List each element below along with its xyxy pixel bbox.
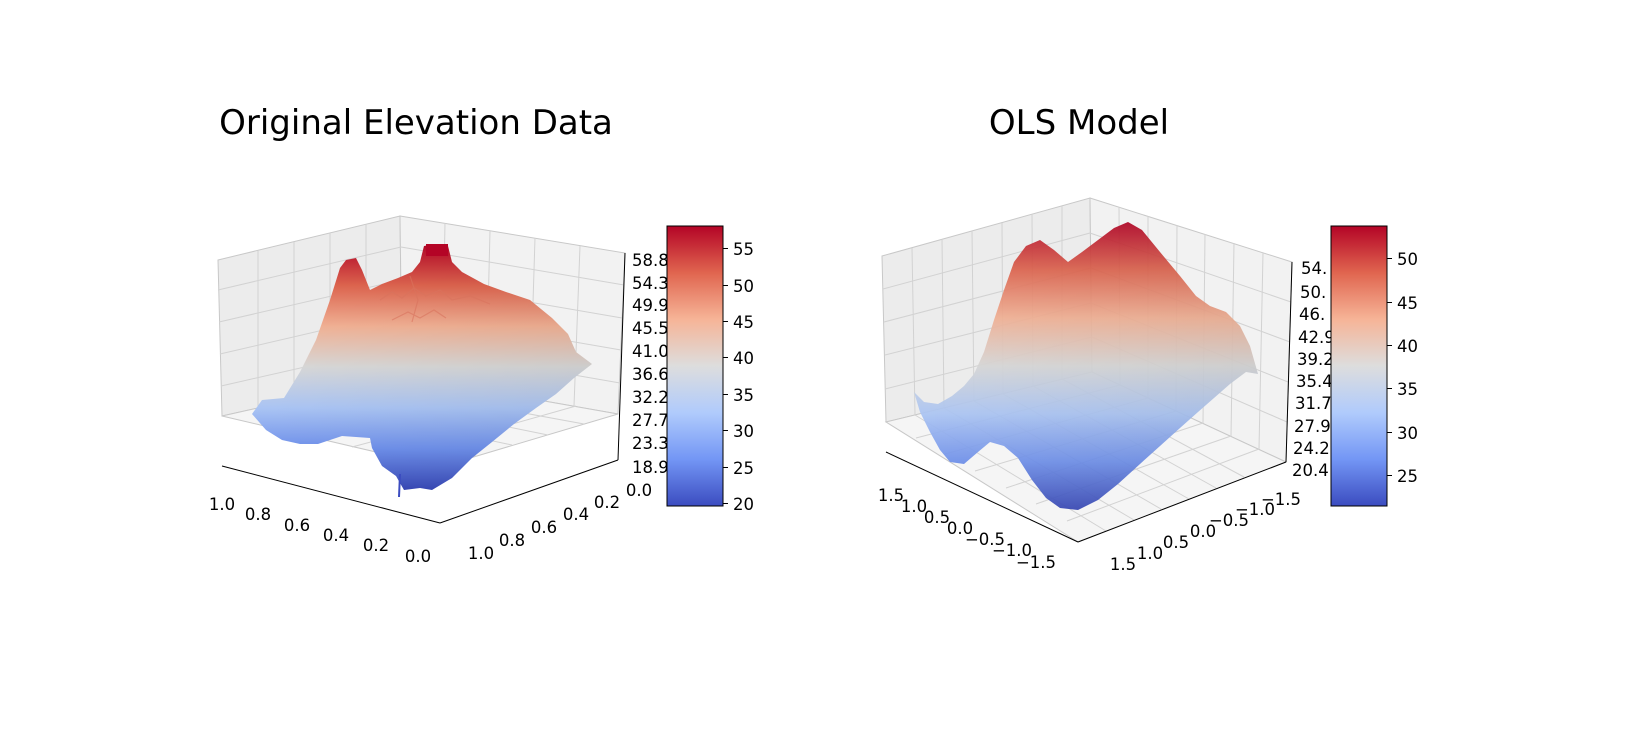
x-tick-label: 1.5 [878, 486, 904, 505]
colorbar-ticks [723, 248, 728, 504]
colorbar-tick-label: 35 [1397, 380, 1418, 399]
z-tick-label: 35.4 [1296, 372, 1333, 391]
elevation-surface-shading [252, 244, 592, 490]
z-tick-label: 58.8 [632, 251, 669, 270]
x-ticks: 1.5 1.0 0.5 0.0 −0.5 −1.0 −1.5 [878, 486, 1056, 572]
colorbar-tick-label: 20 [733, 495, 754, 514]
colorbar-tick-label: 40 [1397, 337, 1418, 356]
x-tick-label: 0.8 [245, 505, 271, 524]
x-tick-label: 0.5 [924, 508, 950, 527]
colorbar: 55 50 45 40 35 30 25 20 [666, 225, 754, 514]
y-tick-label: 0.6 [531, 518, 557, 537]
x-axis-line [221, 465, 441, 524]
y-ticks: 1.0 0.8 0.6 0.4 0.2 0.0 [468, 481, 652, 563]
y-tick-label: 1.0 [468, 544, 494, 563]
colorbar-gradient [666, 225, 724, 507]
colorbar-tick-label: 55 [733, 240, 754, 259]
colorbar-tick-label: 30 [733, 422, 754, 441]
y-tick-label: 1.0 [1137, 544, 1163, 563]
plot-original-elevation: Original Elevation Data [209, 103, 754, 566]
y-axis-line [1077, 461, 1287, 543]
y-ticks: 1.5 1.0 0.5 0.0 −0.5 −1.0 −1.5 [1110, 490, 1301, 574]
z-tick-label: 32.2 [632, 388, 669, 407]
colorbar-tick-label: 25 [1397, 467, 1418, 486]
z-tick-label: 42.9 [1298, 328, 1335, 347]
y-tick-label: 0.4 [563, 505, 589, 524]
z-tick-label: 27.9 [1294, 417, 1331, 436]
x-tick-label: −0.5 [965, 530, 1005, 549]
y-tick-label: 1.5 [1110, 555, 1136, 574]
x-tick-label: 0.0 [405, 547, 431, 566]
colorbar-tick-label: 30 [1397, 424, 1418, 443]
x-tick-label: 0.6 [284, 516, 310, 535]
x-ticks: 1.0 0.8 0.6 0.4 0.2 0.0 [209, 495, 431, 566]
y-tick-label: 0.0 [626, 481, 652, 500]
z-tick-label: 45.5 [632, 319, 669, 338]
z-tick-label: 46. [1299, 305, 1325, 324]
y-tick-label: −0.5 [1209, 511, 1249, 530]
x-tick-label: 1.0 [901, 497, 927, 516]
z-tick-label: 39.2 [1297, 350, 1334, 369]
x-tick-label: 1.0 [209, 495, 235, 514]
plot-title: Original Elevation Data [219, 103, 613, 143]
ols-surface-shading [914, 222, 1258, 510]
z-tick-label: 31.7 [1295, 394, 1332, 413]
plot-ols-model: OLS Model [878, 103, 1418, 574]
colorbar-tick-label: 50 [733, 277, 754, 296]
y-tick-label: 0.2 [594, 493, 620, 512]
z-tick-label: 24.2 [1293, 439, 1330, 458]
z-tick-label: 49.9 [632, 296, 669, 315]
z-ticks: 58.8 54.3 49.9 45.5 41.0 36.6 32.2 27.7 … [632, 251, 669, 477]
elevation-ridge-detail [379, 275, 491, 323]
colorbar-tick-label: 50 [1397, 250, 1418, 269]
x-tick-label: 0.2 [363, 536, 389, 555]
y-tick-label: 0.8 [499, 531, 525, 550]
elevation-pit-line [398, 473, 401, 498]
y-tick-label: −1.0 [1235, 500, 1275, 519]
x-tick-label: 0.0 [947, 519, 973, 538]
y-axis-line [439, 459, 619, 524]
z-tick-label: 20.4 [1292, 461, 1329, 480]
z-axis-line [1285, 261, 1293, 463]
plot-title: OLS Model [989, 103, 1169, 143]
z-axis-line [617, 252, 626, 461]
x-tick-label: −1.5 [1016, 553, 1056, 572]
x-tick-label: 0.4 [323, 526, 349, 545]
colorbar-tick-label: 35 [733, 386, 754, 405]
z-tick-label: 23.3 [632, 434, 669, 453]
z-tick-label: 50. [1300, 283, 1326, 302]
z-tick-label: 27.7 [632, 411, 669, 430]
colorbar-tick-label: 25 [733, 459, 754, 478]
z-tick-label: 54.3 [632, 274, 669, 293]
y-tick-label: 0.5 [1163, 533, 1189, 552]
y-tick-label: −1.5 [1261, 490, 1301, 509]
z-tick-label: 36.6 [632, 365, 669, 384]
y-tick-label: 0.0 [1190, 522, 1216, 541]
elevation-peak [426, 244, 448, 256]
z-tick-label: 18.9 [632, 458, 669, 477]
colorbar-tick-label: 45 [733, 313, 754, 332]
colorbar-tick-label: 40 [733, 349, 754, 368]
colorbar-ticks [1387, 258, 1392, 476]
z-tick-label: 41.0 [632, 342, 669, 361]
z-ticks: 54. 50. 46. 42.9 39.2 35.4 31.7 27.9 24.… [1292, 259, 1335, 480]
z-tick-label: 54. [1301, 259, 1327, 278]
x-axis-line [885, 451, 1079, 543]
x-tick-label: −1.0 [992, 541, 1032, 560]
colorbar-tick-label: 45 [1397, 294, 1418, 313]
colorbar: 50 45 40 35 30 25 [1330, 225, 1418, 507]
colorbar-gradient [1330, 225, 1388, 507]
